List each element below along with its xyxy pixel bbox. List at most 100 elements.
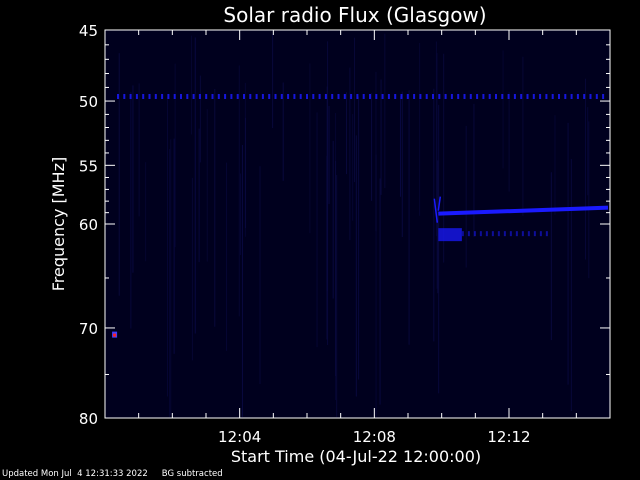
interference-dash xyxy=(243,93,245,99)
interference-dash xyxy=(192,93,195,99)
interference-dash xyxy=(331,93,334,99)
interference-dash xyxy=(148,93,151,99)
burst-trail-dash xyxy=(509,231,512,237)
y-axis: 45 50 55 60 70 80 xyxy=(79,22,610,428)
interference-dash xyxy=(413,93,416,99)
interference-dash xyxy=(306,93,308,99)
interference-dash xyxy=(224,93,227,99)
interference-dash xyxy=(180,93,182,99)
interference-dash xyxy=(369,93,371,99)
x-axis: 12:04 12:08 12:12 xyxy=(138,30,577,446)
burst-trail-dash xyxy=(533,231,536,237)
interference-dash xyxy=(117,93,119,99)
interference-dash xyxy=(558,93,560,99)
interference-dash xyxy=(299,93,302,99)
interference-dash xyxy=(400,93,403,99)
interference-dash xyxy=(476,93,479,99)
interference-dash xyxy=(129,93,132,99)
burst-trail-dash xyxy=(467,231,470,237)
bg-note: BG subtracted xyxy=(161,469,223,479)
burst-trail-dash xyxy=(527,231,530,237)
burst-trail-dash xyxy=(545,231,548,237)
interference-dash xyxy=(444,93,447,99)
x-tick-label: 12:08 xyxy=(353,428,396,446)
interference-dash xyxy=(236,93,239,99)
interference-dash xyxy=(419,93,422,99)
interference-dash xyxy=(324,93,327,99)
interference-dash xyxy=(583,93,586,99)
burst-patch-block xyxy=(438,228,462,242)
interference-dash xyxy=(532,93,535,99)
interference-dash xyxy=(375,93,378,99)
interference-dash xyxy=(501,93,504,99)
signal-features xyxy=(112,93,609,338)
interference-dash xyxy=(255,93,258,99)
interference-dash xyxy=(576,93,579,99)
interference-dash xyxy=(161,93,164,99)
interference-dash xyxy=(173,93,176,99)
burst-trail-dash xyxy=(461,231,464,237)
interference-dash xyxy=(205,93,208,99)
interference-dash xyxy=(217,93,220,99)
chart-title: Solar radio Flux (Glasgow) xyxy=(223,3,486,27)
footer: Updated Mon Jul 4 12:31:33 2022 BG subtra… xyxy=(2,469,237,479)
interference-dash xyxy=(350,93,353,99)
interference-dash xyxy=(142,93,145,99)
interference-dash xyxy=(280,93,283,99)
interference-dash xyxy=(318,93,321,99)
interference-dash xyxy=(381,93,384,99)
interference-dash xyxy=(438,93,441,99)
interference-dash xyxy=(293,93,296,99)
interference-dash xyxy=(539,93,542,99)
y-axis-label: Frequency [MHz] xyxy=(49,157,68,291)
burst-trail-dash xyxy=(503,231,506,237)
plot-area xyxy=(105,30,610,418)
interference-dash xyxy=(432,93,434,99)
x-tick-label: 12:04 xyxy=(218,428,261,446)
interference-dash xyxy=(249,93,252,99)
interference-dash xyxy=(570,93,573,99)
y-tick-label: 50 xyxy=(79,93,98,111)
y-tick-label: 70 xyxy=(79,320,98,338)
interference-dash xyxy=(261,93,264,99)
interference-dash xyxy=(469,93,472,99)
interference-dash xyxy=(211,93,214,99)
interference-dash xyxy=(198,93,201,99)
interference-dash xyxy=(488,93,491,99)
interference-dash xyxy=(337,93,340,99)
interference-dash xyxy=(135,93,138,99)
interference-dash xyxy=(425,93,428,99)
interference-dash xyxy=(589,93,592,99)
burst-trail-dash xyxy=(485,231,488,237)
interference-dash xyxy=(230,93,233,99)
interference-dash xyxy=(186,93,189,99)
y-tick-label: 60 xyxy=(79,216,98,234)
background-streaks xyxy=(118,33,590,417)
interference-dash xyxy=(482,93,485,99)
interference-dash xyxy=(123,93,126,99)
hot-spot-core xyxy=(113,333,117,337)
interference-dash xyxy=(356,93,359,99)
interference-dash xyxy=(545,93,548,99)
interference-dash xyxy=(167,93,170,99)
interference-dash xyxy=(274,93,277,99)
burst-trail-dash xyxy=(497,231,500,237)
interference-dash xyxy=(595,93,598,99)
x-axis-label: Start Time (04-Jul-22 12:00:00) xyxy=(231,447,481,466)
burst-trail-dash xyxy=(473,231,476,237)
interference-dash xyxy=(387,93,390,99)
interference-dash xyxy=(495,93,497,99)
burst-trail-dash xyxy=(521,231,524,237)
y-tick-label: 45 xyxy=(79,22,98,40)
interference-dash xyxy=(526,93,529,99)
interference-dash xyxy=(287,93,290,99)
y-tick-label: 80 xyxy=(79,410,98,428)
interference-dash xyxy=(564,93,567,99)
interference-dash xyxy=(507,93,510,99)
interference-dash xyxy=(463,93,466,99)
interference-dash xyxy=(602,93,605,99)
interference-dash xyxy=(457,93,460,99)
burst-trail-dash xyxy=(515,231,518,237)
burst-onset xyxy=(433,196,442,223)
